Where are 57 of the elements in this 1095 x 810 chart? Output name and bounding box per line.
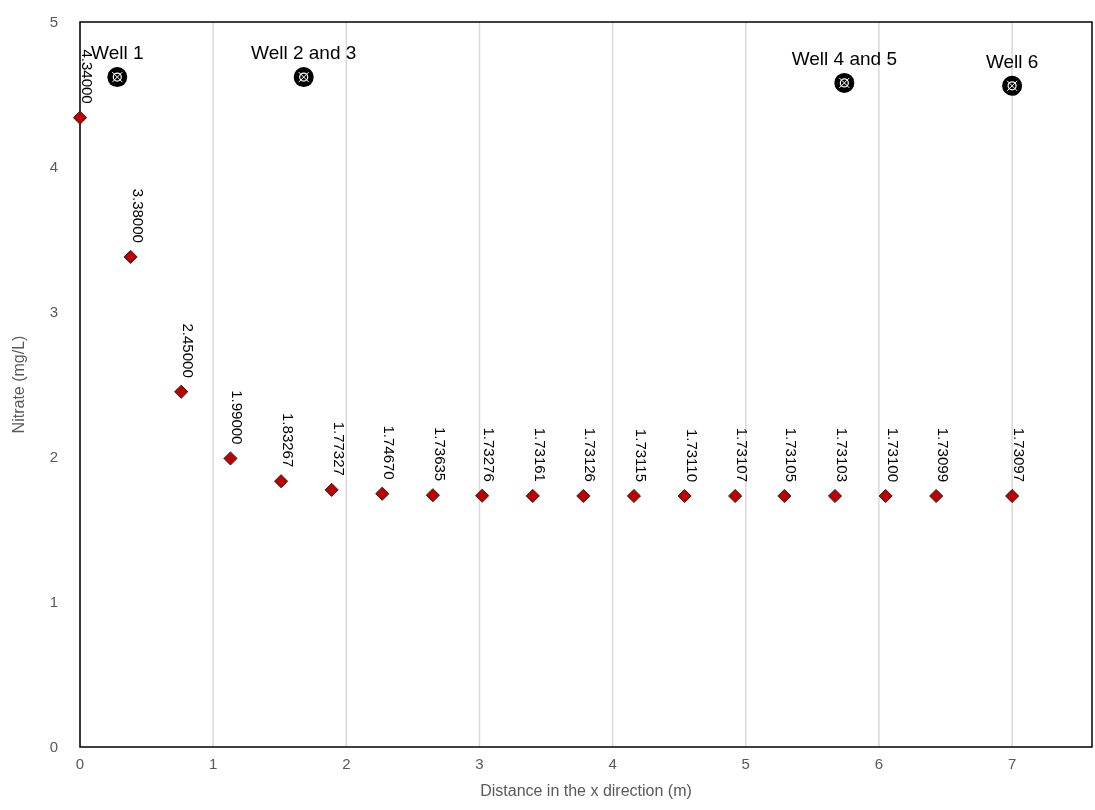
data-label: 1.83267 [280,413,298,468]
data-label: 1.73100 [884,427,902,483]
point [324,482,339,497]
annotation: Well 6 [985,50,1039,72]
y-tick-label: 2 [49,448,58,465]
data-label: 1.74670 [381,425,399,480]
point [223,451,238,466]
data-label: 1.73115 [632,428,650,482]
x-tick-label: 0 [75,755,85,772]
data-label: 1.73161 [531,427,549,482]
y-tick-label: 0 [49,738,58,755]
point [878,488,893,504]
data-label: 3.38000 [129,188,147,243]
y-tick-label: 3 [49,303,58,320]
point [174,384,189,399]
data-label: 1.73105 [783,427,801,482]
point [475,488,490,503]
point [375,486,390,501]
point [576,488,591,504]
data-label: 1.73276 [481,427,499,482]
point [123,249,138,264]
x-tick-label: 7 [1007,755,1017,772]
data-label: 1.73126 [582,427,600,482]
x-tick-label: 3 [475,755,484,772]
point [274,474,289,489]
data-label: 1.73110 [683,428,701,482]
y-tick-label: 1 [49,593,58,610]
data-label: 1.73103 [834,427,852,482]
annotation: Well 2 and 3 [251,42,357,64]
point [777,488,792,504]
annotation: Well 4 and 5 [791,47,897,69]
x-tick-label: 6 [874,755,884,772]
data-label: 1.73635 [431,426,449,482]
data-label: 1.73099 [935,427,953,483]
point [1005,488,1020,504]
data-label: 2.45000 [180,323,198,378]
x-tick-label: 1 [208,755,218,772]
annotation: Well 1 [91,42,144,64]
point [929,488,944,504]
x-tick-label: 5 [741,755,750,772]
data-label: 1.77327 [330,421,348,476]
x-tick-label: 2 [342,755,351,772]
point [72,110,88,125]
x-axis-title: Distance in the x direction (m) [480,782,692,799]
point [677,488,692,504]
data-label: 1.73107 [734,427,752,482]
data-label: 1.99000 [229,390,247,445]
y-tick-label: 4 [49,158,58,175]
point [728,488,743,504]
y-tick-label: 5 [49,13,58,30]
point [525,488,540,503]
data-label: 1.73097 [1011,427,1029,483]
point [827,488,843,504]
point [626,488,641,504]
point [425,488,440,503]
y-axis-title: Nitrate (mg/L) [10,335,27,434]
x-tick-label: 4 [608,755,617,772]
